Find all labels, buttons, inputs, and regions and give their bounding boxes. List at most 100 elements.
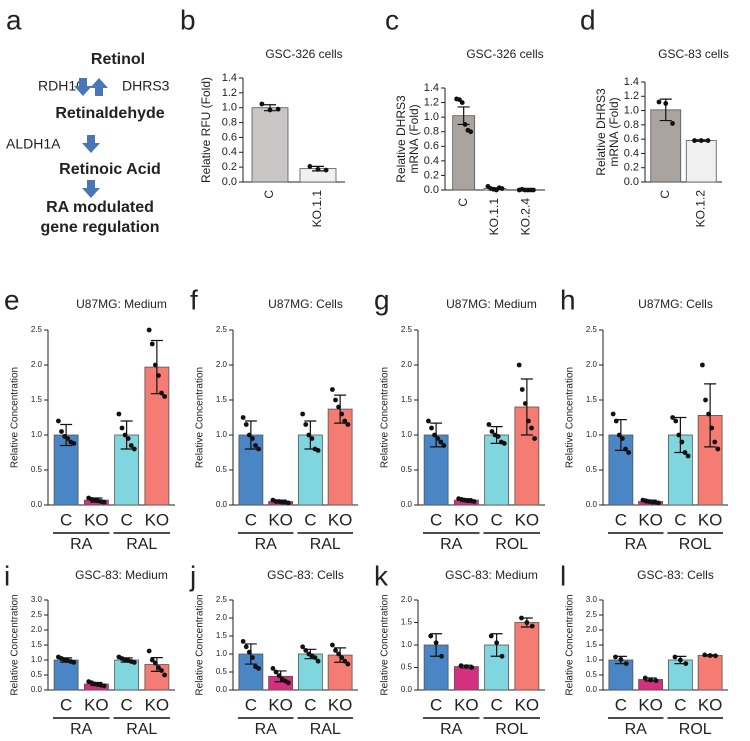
data-point [519, 615, 524, 621]
data-point [529, 623, 535, 629]
y-tick-label: 0.0 [424, 184, 439, 196]
node-retinaldehyde: Retinaldehyde [55, 105, 164, 122]
y-tick-label: 0.0 [216, 500, 228, 509]
y-tick-label: 1.0 [222, 102, 237, 114]
chart-title: GSC-83: Medium [445, 568, 538, 582]
data-point [499, 653, 505, 659]
data-point [642, 675, 648, 681]
data-point [275, 106, 281, 112]
data-point [336, 651, 341, 657]
y-tick-label: 2.0 [31, 625, 43, 634]
data-point [663, 101, 669, 106]
enzyme-label: RDH10 [38, 78, 84, 94]
x-tick-label: C [615, 510, 627, 529]
data-point [246, 649, 252, 655]
data-point [620, 436, 625, 441]
y-tick-label: 0.0 [401, 500, 413, 509]
y-tick-label: 1.0 [586, 430, 598, 439]
data-point [333, 648, 338, 653]
data-point [653, 678, 659, 684]
y-axis-label: mRNA (Fold) [407, 104, 421, 173]
x-tick-label: C [658, 190, 672, 199]
data-point [676, 432, 682, 438]
bar [238, 434, 264, 506]
data-point [429, 425, 434, 431]
panel-letter: e [4, 284, 20, 315]
x-tick-label: C [674, 510, 686, 529]
y-tick-label: 2.5 [31, 325, 43, 334]
data-point [441, 443, 447, 448]
data-point [131, 660, 137, 665]
group-label: RA [70, 536, 93, 553]
y-axis-label: Relative Concentration [380, 594, 391, 695]
x-tick-label: C [430, 695, 442, 714]
panel-letter: f [190, 284, 198, 315]
data-point [342, 418, 348, 424]
x-tick-label: C [430, 510, 442, 529]
y-tick-label: 0.0 [216, 685, 228, 694]
y-tick-label: 2.5 [586, 325, 598, 334]
data-point [270, 666, 276, 671]
data-point [330, 387, 335, 392]
data-point [655, 500, 661, 506]
x-tick-label: KO [268, 695, 293, 714]
node-retinol: Retinol [91, 51, 145, 68]
outcome-line: gene regulation [40, 219, 159, 236]
data-point [152, 362, 158, 368]
data-point [146, 327, 152, 333]
x-tick-label: KO.1.2 [693, 190, 707, 228]
y-tick-label: 0.5 [216, 667, 228, 676]
data-point [315, 166, 321, 172]
data-point [613, 654, 618, 660]
x-tick-label: C [490, 510, 502, 529]
x-tick-label: KO [268, 510, 293, 529]
data-point [246, 432, 252, 438]
data-point [243, 422, 249, 427]
y-tick-label: 0.5 [586, 670, 598, 679]
data-point [253, 443, 258, 448]
panel-letter: g [374, 284, 390, 315]
data-point [435, 436, 441, 441]
y-axis-label: Relative RFU (Fold) [199, 77, 213, 183]
data-point [516, 362, 522, 368]
data-point [101, 683, 107, 689]
data-point [323, 167, 329, 173]
data-point [616, 432, 622, 438]
data-point [610, 411, 616, 417]
x-tick-label: C [615, 695, 627, 714]
data-point [339, 655, 345, 660]
y-tick-label: 1.0 [586, 655, 598, 664]
y-tick-label: 0.8 [624, 119, 639, 131]
bar [650, 109, 682, 183]
y-tick-label: 0.0 [586, 685, 598, 694]
x-tick-label: KO [84, 510, 109, 529]
data-point [462, 122, 468, 127]
y-tick-label: 2.5 [216, 325, 228, 334]
data-point [276, 673, 282, 678]
data-point [125, 436, 131, 441]
data-point [713, 653, 718, 659]
data-point [300, 644, 306, 650]
data-point [463, 664, 469, 669]
data-point [71, 660, 77, 665]
panel-letter: a [6, 4, 22, 35]
group-label: RA [255, 536, 278, 553]
bar [685, 140, 717, 183]
bar [608, 659, 634, 691]
data-point [315, 448, 321, 453]
y-tick-label: 1.2 [222, 87, 237, 99]
y-tick-label: 1.5 [216, 631, 228, 640]
y-tick-label: 0.4 [424, 155, 439, 167]
data-point [672, 654, 678, 660]
data-point [156, 373, 161, 378]
data-point [524, 620, 530, 625]
data-point [532, 436, 537, 441]
panel-letter: c [385, 4, 399, 35]
y-axis-label: Relative Concentration [10, 367, 21, 468]
data-point [656, 99, 662, 105]
data-point [312, 655, 318, 660]
data-point [256, 666, 261, 671]
y-tick-label: 1.5 [586, 640, 598, 649]
data-point [285, 500, 291, 506]
data-point [707, 653, 713, 658]
